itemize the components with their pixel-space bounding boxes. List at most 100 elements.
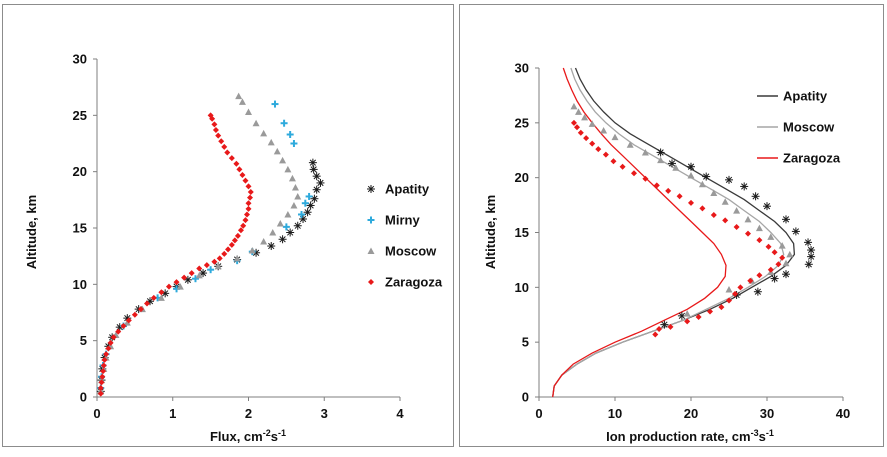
ion-point-zaragoza	[619, 163, 626, 170]
ion-chart-x-ticks: 0 10 20 30 40	[535, 397, 850, 421]
ion-point-apatity	[753, 287, 762, 296]
flux-legend-label-mirny: Mirny	[385, 213, 420, 228]
flux-point-mirny	[301, 199, 309, 207]
ion-point-zaragoza	[732, 290, 739, 297]
ion-point-zaragoza	[656, 326, 663, 333]
flux-point-zaragoza	[245, 183, 252, 190]
flux-point-moscow	[267, 138, 275, 146]
ion-legend-label-moscow: Moscow	[783, 120, 835, 135]
ion-point-apatity	[804, 260, 813, 269]
flux-point-apatity	[267, 242, 276, 251]
ion-chart-marks	[570, 102, 816, 338]
flux-point-zaragoza	[234, 232, 241, 239]
flux-point-apatity	[308, 158, 317, 167]
flux-chart: 0 5 10 15 20 25 30 0 1 2 3 4 Altitude, km Flux, cm…	[24, 52, 443, 445]
flux-point-moscow	[245, 108, 252, 115]
flux-point-zaragoza	[207, 112, 214, 119]
flux-point-zaragoza	[97, 390, 104, 397]
flux-point-zaragoza	[236, 166, 243, 173]
ion-chart-x-tick-label: 40	[836, 406, 850, 421]
flux-point-mirny	[286, 130, 294, 138]
flux-point-moscow	[284, 165, 292, 173]
ion-point-moscow	[786, 250, 794, 258]
flux-chart-x-axis-label: Flux, cm-2s-1	[210, 428, 286, 444]
ion-point-apatity	[807, 246, 816, 255]
flux-point-zaragoza	[245, 205, 252, 212]
ion-point-zaragoza	[695, 313, 702, 320]
flux-point-zaragoza	[99, 373, 106, 380]
flux-point-moscow	[284, 210, 292, 218]
ion-chart-x-axis-label-mid: s	[759, 429, 766, 444]
ion-point-zaragoza	[710, 211, 717, 218]
flux-chart-y-tick-label: 15	[73, 221, 87, 236]
flux-point-mirny	[207, 266, 215, 274]
ion-point-moscow	[698, 180, 706, 188]
flux-point-zaragoza	[233, 160, 240, 167]
flux-point-zaragoza	[100, 362, 107, 369]
ion-point-moscow	[733, 207, 741, 214]
flux-point-zaragoza	[228, 155, 235, 162]
flux-legend-marker-apatity	[367, 185, 375, 193]
ion-markers-moscow	[570, 102, 794, 317]
flux-legend-marker-mirny	[367, 216, 375, 224]
ion-legend-item-zaragoza: Zaragoza	[757, 151, 841, 166]
flux-point-zaragoza	[211, 121, 218, 128]
flux-point-apatity	[303, 208, 312, 217]
flux-point-apatity	[312, 185, 321, 194]
ion-chart-legend: Apatity Moscow Zaragoza	[757, 89, 841, 166]
ion-point-zaragoza	[577, 129, 584, 136]
flux-point-zaragoza	[212, 126, 219, 133]
ion-point-zaragoza	[631, 170, 637, 177]
ion-legend-label-zaragoza: Zaragoza	[783, 151, 841, 166]
ion-point-zaragoza	[595, 146, 602, 153]
flux-point-apatity	[312, 172, 321, 181]
ion-point-moscow	[755, 224, 763, 232]
flux-legend-marker-zaragoza	[368, 279, 374, 285]
ion-point-zaragoza	[707, 308, 713, 315]
ion-point-apatity	[763, 202, 771, 211]
flux-point-zaragoza	[211, 258, 218, 265]
flux-point-apatity	[286, 228, 295, 237]
ion-production-chart: 0 5 10 15 20 25 30 0 10 20 30 40 Altitude, km Ion …	[483, 61, 850, 445]
flux-chart-y-tick-label: 0	[80, 390, 87, 405]
flux-point-mirny	[298, 210, 306, 218]
flux-point-zaragoza	[173, 279, 180, 286]
ion-chart-y-ticks: 0 5 10 15 20 25 30	[515, 61, 539, 405]
ion-point-moscow	[588, 120, 596, 127]
ion-chart-x-tick-label: 10	[608, 406, 622, 421]
ion-point-zaragoza	[665, 187, 672, 194]
flux-point-zaragoza	[97, 384, 104, 391]
ion-chart-x-tick-label: 0	[535, 406, 542, 421]
right-panel-frame	[459, 4, 884, 447]
flux-point-zaragoza	[103, 351, 110, 358]
ion-point-moscow	[744, 215, 752, 223]
flux-legend-label-zaragoza: Zaragoza	[385, 275, 443, 290]
flux-point-zaragoza	[225, 246, 232, 253]
flux-chart-x-ticks: 0 1 2 3 4	[93, 397, 404, 421]
flux-point-apatity	[278, 235, 287, 244]
ion-point-moscow	[657, 156, 665, 164]
ion-point-zaragoza	[676, 193, 683, 200]
ion-point-apatity	[782, 270, 790, 279]
flux-series-zaragoza	[97, 112, 254, 397]
flux-chart-y-ticks: 0 5 10 15 20 25 30	[73, 52, 97, 405]
flux-point-zaragoza	[125, 317, 132, 324]
ion-point-zaragoza	[583, 135, 590, 142]
flux-point-zaragoza	[242, 177, 249, 184]
ion-point-zaragoza	[684, 318, 691, 325]
flux-point-apatity	[293, 221, 302, 230]
ion-point-zaragoza	[699, 205, 706, 212]
ion-point-zaragoza	[771, 249, 778, 256]
ion-legend-item-moscow: Moscow	[757, 120, 835, 135]
flux-chart-y-axis-label: Altitude, km	[24, 195, 39, 269]
flux-point-zaragoza	[120, 323, 127, 330]
ion-point-apatity	[770, 274, 779, 283]
flux-point-zaragoza	[242, 217, 249, 224]
flux-point-moscow	[252, 119, 260, 127]
ion-point-apatity	[791, 227, 800, 236]
ion-markers-apatity	[656, 148, 816, 329]
flux-point-moscow	[273, 147, 281, 155]
left-panel-frame	[2, 4, 454, 447]
flux-point-moscow	[260, 129, 268, 137]
